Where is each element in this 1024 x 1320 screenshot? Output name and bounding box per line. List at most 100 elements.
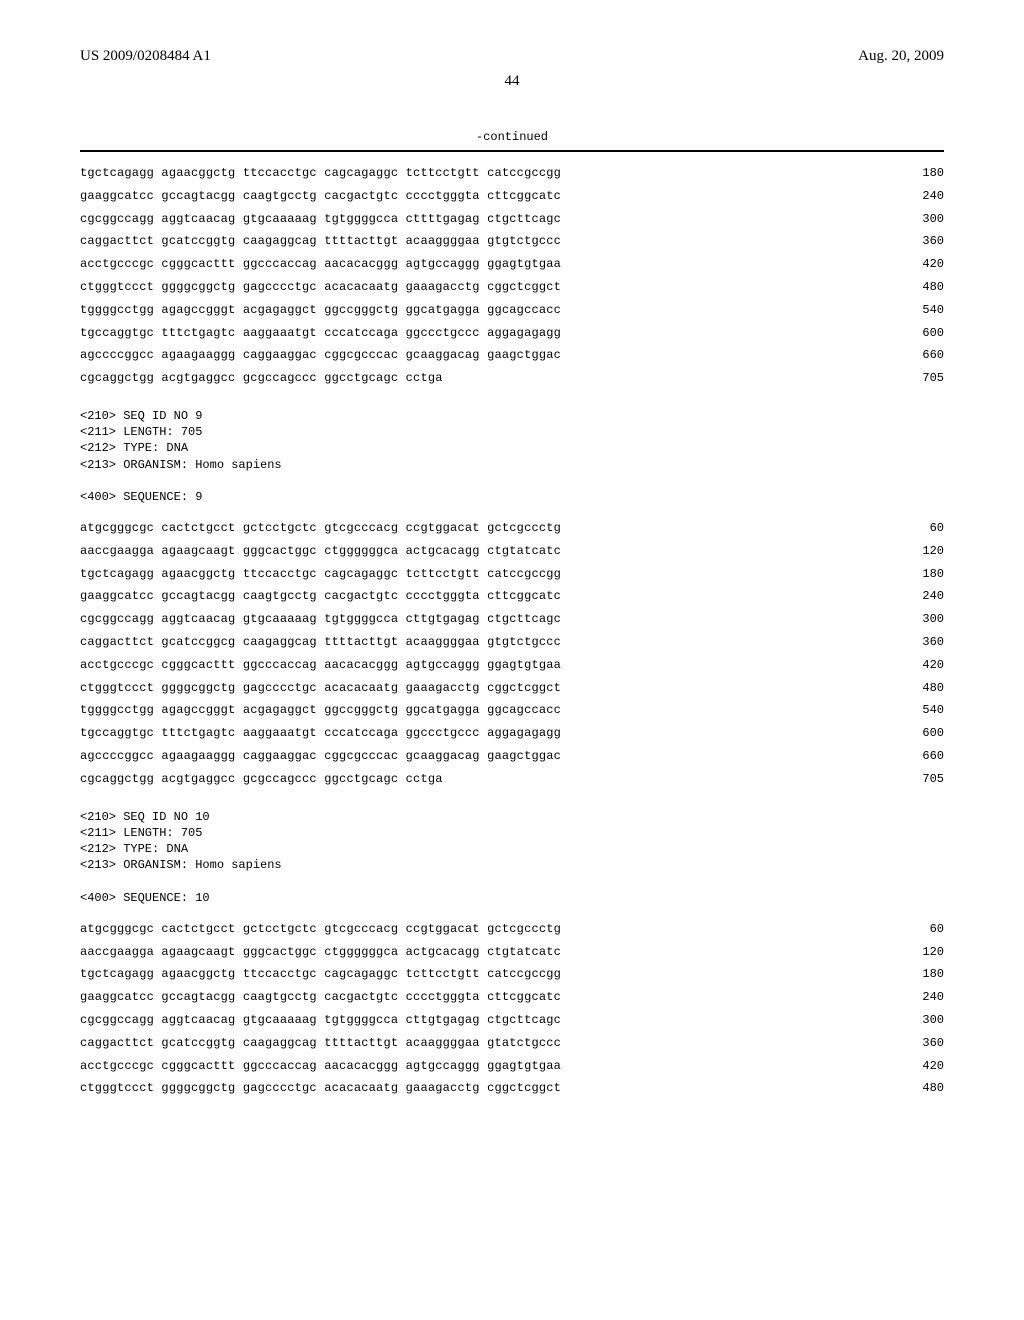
sequence-line: aaccgaagga agaagcaagt gggcactggc ctggggg…	[80, 540, 944, 563]
sequence-text: gaaggcatcc gccagtacgg caagtgcctg cacgact…	[80, 986, 561, 1009]
sequence-text: tggggcctgg agagccgggt acgagaggct ggccggg…	[80, 699, 561, 722]
sequence-position: 660	[904, 745, 944, 768]
sequence-9-block: atgcgggcgc cactctgcct gctcctgctc gtcgccc…	[80, 517, 944, 791]
sequence-line: acctgcccgc cgggcacttt ggcccaccag aacacac…	[80, 1055, 944, 1078]
sequence-line: cgcaggctgg acgtgaggcc gcgccagccc ggcctgc…	[80, 768, 944, 791]
sequence-text: aaccgaagga agaagcaagt gggcactggc ctggggg…	[80, 540, 561, 563]
sequence-position: 600	[904, 322, 944, 345]
sequence-line: tgctcagagg agaacggctg ttccacctgc cagcaga…	[80, 963, 944, 986]
sequence-text: cgcggccagg aggtcaacag gtgcaaaaag tgtgggg…	[80, 1009, 561, 1032]
sequence-text: atgcgggcgc cactctgcct gctcctgctc gtcgccc…	[80, 517, 561, 540]
sequence-position: 420	[904, 654, 944, 677]
sequence-line: agccccggcc agaagaaggg caggaaggac cggcgcc…	[80, 745, 944, 768]
sequence-text: gaaggcatcc gccagtacgg caagtgcctg cacgact…	[80, 185, 561, 208]
sequence-position: 480	[904, 276, 944, 299]
sequence-position: 480	[904, 1077, 944, 1100]
sequence-line: tggggcctgg agagccgggt acgagaggct ggccggg…	[80, 699, 944, 722]
sequence-line: acctgcccgc cgggcacttt ggcccaccag aacacac…	[80, 253, 944, 276]
sequence-text: caggacttct gcatccggtg caagaggcag ttttact…	[80, 230, 561, 253]
sequence-text: ctgggtccct ggggcggctg gagcccctgc acacaca…	[80, 677, 561, 700]
seq9-meta: <210> SEQ ID NO 9 <211> LENGTH: 705 <212…	[80, 408, 944, 505]
sequence-10-block: atgcgggcgc cactctgcct gctcctgctc gtcgccc…	[80, 918, 944, 1100]
sequence-position: 360	[904, 230, 944, 253]
sequence-line: agccccggcc agaagaaggg caggaaggac cggcgcc…	[80, 344, 944, 367]
sequence-line: caggacttct gcatccggtg caagaggcag ttttact…	[80, 230, 944, 253]
sequence-text: cgcggccagg aggtcaacag gtgcaaaaag tgtgggg…	[80, 208, 561, 231]
sequence-line: ctgggtccct ggggcggctg gagcccctgc acacaca…	[80, 276, 944, 299]
sequence-position: 300	[904, 608, 944, 631]
sequence-position: 60	[904, 517, 944, 540]
sequence-text: agccccggcc agaagaaggg caggaaggac cggcgcc…	[80, 745, 561, 768]
sequence-text: aaccgaagga agaagcaagt gggcactggc ctggggg…	[80, 941, 561, 964]
sequence-text: caggacttct gcatccggtg caagaggcag ttttact…	[80, 1032, 561, 1055]
sequence-text: acctgcccgc cgggcacttt ggcccaccag aacacac…	[80, 1055, 561, 1078]
sequence-position: 180	[904, 963, 944, 986]
sequence-text: ctgggtccct ggggcggctg gagcccctgc acacaca…	[80, 276, 561, 299]
sequence-line: gaaggcatcc gccagtacgg caagtgcctg cacgact…	[80, 585, 944, 608]
publication-date: Aug. 20, 2009	[858, 48, 944, 65]
sequence-line: cgcggccagg aggtcaacag gtgcaaaaag tgtgggg…	[80, 208, 944, 231]
page: US 2009/0208484 A1 Aug. 20, 2009 44 -con…	[0, 0, 1024, 1158]
seq10-meta: <210> SEQ ID NO 10 <211> LENGTH: 705 <21…	[80, 809, 944, 906]
sequence-position: 120	[904, 540, 944, 563]
sequence-position: 60	[904, 918, 944, 941]
sequence-text: tgctcagagg agaacggctg ttccacctgc cagcaga…	[80, 563, 561, 586]
sequence-position: 240	[904, 185, 944, 208]
sequence-line: cgcggccagg aggtcaacag gtgcaaaaag tgtgggg…	[80, 608, 944, 631]
sequence-continued-block: tgctcagagg agaacggctg ttccacctgc cagcaga…	[80, 150, 944, 390]
sequence-line: cgcggccagg aggtcaacag gtgcaaaaag tgtgggg…	[80, 1009, 944, 1032]
sequence-line: tggggcctgg agagccgggt acgagaggct ggccggg…	[80, 299, 944, 322]
sequence-line: tgctcagagg agaacggctg ttccacctgc cagcaga…	[80, 563, 944, 586]
sequence-position: 360	[904, 1032, 944, 1055]
sequence-text: acctgcccgc cgggcacttt ggcccaccag aacacac…	[80, 654, 561, 677]
sequence-text: atgcgggcgc cactctgcct gctcctgctc gtcgccc…	[80, 918, 561, 941]
sequence-text: tgctcagagg agaacggctg ttccacctgc cagcaga…	[80, 963, 561, 986]
sequence-text: tgccaggtgc tttctgagtc aaggaaatgt cccatcc…	[80, 322, 561, 345]
sequence-position: 180	[904, 162, 944, 185]
sequence-position: 240	[904, 986, 944, 1009]
sequence-line: acctgcccgc cgggcacttt ggcccaccag aacacac…	[80, 654, 944, 677]
sequence-position: 120	[904, 941, 944, 964]
sequence-position: 660	[904, 344, 944, 367]
sequence-position: 360	[904, 631, 944, 654]
sequence-position: 180	[904, 563, 944, 586]
sequence-line: gaaggcatcc gccagtacgg caagtgcctg cacgact…	[80, 185, 944, 208]
sequence-text: agccccggcc agaagaaggg caggaaggac cggcgcc…	[80, 344, 561, 367]
sequence-position: 420	[904, 1055, 944, 1078]
sequence-text: tgctcagagg agaacggctg ttccacctgc cagcaga…	[80, 162, 561, 185]
sequence-position: 300	[904, 1009, 944, 1032]
sequence-text: tgccaggtgc tttctgagtc aaggaaatgt cccatcc…	[80, 722, 561, 745]
page-header: US 2009/0208484 A1 Aug. 20, 2009	[80, 48, 944, 65]
sequence-text: cgcaggctgg acgtgaggcc gcgccagccc ggcctgc…	[80, 768, 443, 791]
sequence-position: 540	[904, 299, 944, 322]
sequence-text: gaaggcatcc gccagtacgg caagtgcctg cacgact…	[80, 585, 561, 608]
sequence-line: gaaggcatcc gccagtacgg caagtgcctg cacgact…	[80, 986, 944, 1009]
sequence-text: cgcaggctgg acgtgaggcc gcgccagccc ggcctgc…	[80, 367, 443, 390]
sequence-line: cgcaggctgg acgtgaggcc gcgccagccc ggcctgc…	[80, 367, 944, 390]
sequence-line: tgccaggtgc tttctgagtc aaggaaatgt cccatcc…	[80, 322, 944, 345]
sequence-position: 300	[904, 208, 944, 231]
sequence-line: caggacttct gcatccggtg caagaggcag ttttact…	[80, 1032, 944, 1055]
sequence-position: 480	[904, 677, 944, 700]
sequence-line: atgcgggcgc cactctgcct gctcctgctc gtcgccc…	[80, 517, 944, 540]
sequence-position: 240	[904, 585, 944, 608]
sequence-text: ctgggtccct ggggcggctg gagcccctgc acacaca…	[80, 1077, 561, 1100]
page-number: 44	[80, 73, 944, 90]
sequence-text: caggacttct gcatccggcg caagaggcag ttttact…	[80, 631, 561, 654]
publication-number: US 2009/0208484 A1	[80, 48, 211, 65]
sequence-text: acctgcccgc cgggcacttt ggcccaccag aacacac…	[80, 253, 561, 276]
sequence-text: cgcggccagg aggtcaacag gtgcaaaaag tgtgggg…	[80, 608, 561, 631]
continued-label: -continued	[80, 130, 944, 144]
sequence-line: atgcgggcgc cactctgcct gctcctgctc gtcgccc…	[80, 918, 944, 941]
sequence-line: caggacttct gcatccggcg caagaggcag ttttact…	[80, 631, 944, 654]
sequence-line: ctgggtccct ggggcggctg gagcccctgc acacaca…	[80, 1077, 944, 1100]
sequence-text: tggggcctgg agagccgggt acgagaggct ggccggg…	[80, 299, 561, 322]
sequence-position: 705	[904, 768, 944, 791]
sequence-line: ctgggtccct ggggcggctg gagcccctgc acacaca…	[80, 677, 944, 700]
sequence-line: tgctcagagg agaacggctg ttccacctgc cagcaga…	[80, 162, 944, 185]
sequence-line: tgccaggtgc tttctgagtc aaggaaatgt cccatcc…	[80, 722, 944, 745]
sequence-position: 705	[904, 367, 944, 390]
sequence-position: 600	[904, 722, 944, 745]
sequence-line: aaccgaagga agaagcaagt gggcactggc ctggggg…	[80, 941, 944, 964]
sequence-position: 540	[904, 699, 944, 722]
